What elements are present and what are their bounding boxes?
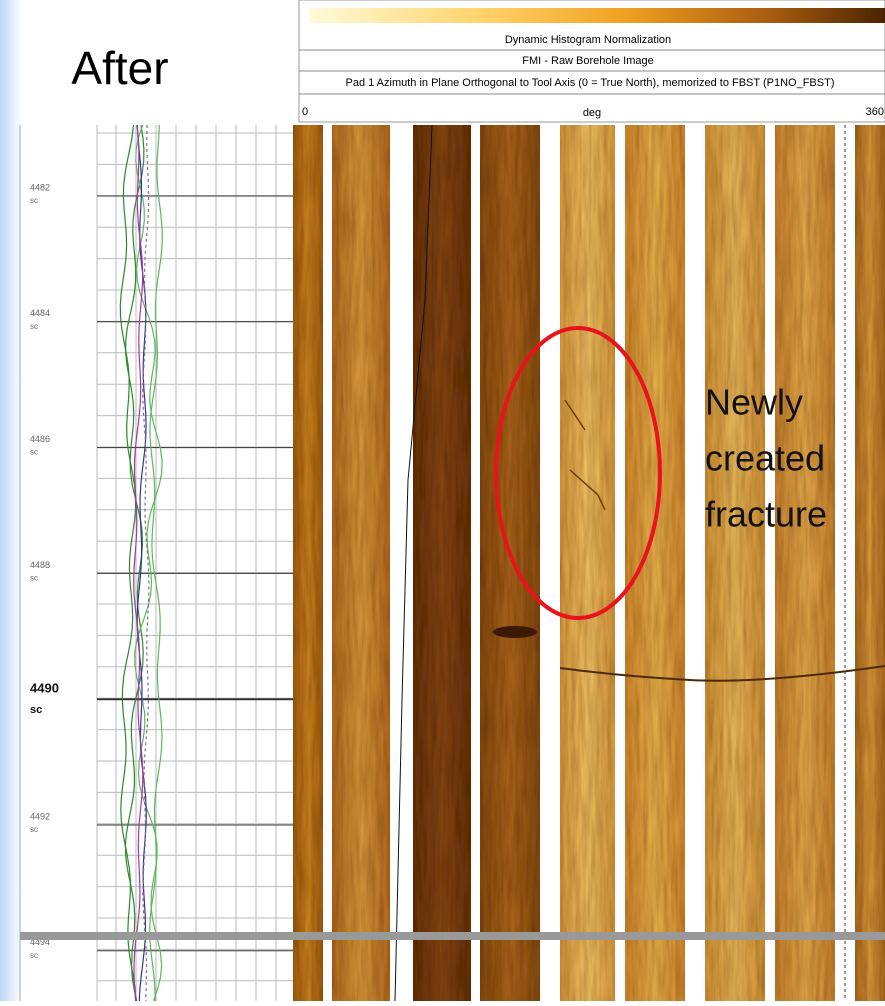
depth-label: 4488 bbox=[30, 560, 50, 570]
slide: After Dynamic Histogram Normalization FM… bbox=[0, 0, 885, 1001]
image-strip bbox=[332, 125, 390, 1001]
dark-spot bbox=[493, 626, 537, 638]
annotation: Newly bbox=[705, 382, 803, 423]
color-bar bbox=[310, 8, 885, 23]
image-strip bbox=[775, 125, 835, 1001]
depth-label: 4490 bbox=[30, 681, 59, 696]
image-strip bbox=[625, 125, 685, 1001]
side-band bbox=[0, 0, 22, 1001]
log-curve bbox=[120, 125, 136, 1001]
depth-label: 4482 bbox=[30, 182, 50, 192]
annotation: created bbox=[705, 438, 825, 479]
scale-unit: deg bbox=[583, 107, 601, 119]
image-strip bbox=[855, 125, 885, 1001]
image-strip bbox=[293, 125, 323, 1001]
depth-unit: sc bbox=[30, 574, 38, 583]
image-strip bbox=[413, 125, 471, 1001]
header-line: Pad 1 Azimuth in Plane Orthogonal to Too… bbox=[345, 77, 834, 89]
depth-label: 4486 bbox=[30, 434, 50, 444]
depth-label: 4484 bbox=[30, 308, 50, 318]
depth-unit: sc bbox=[30, 825, 38, 834]
header-line: Dynamic Histogram Normalization bbox=[505, 34, 671, 46]
depth-unit: sc bbox=[30, 951, 38, 960]
image-strip bbox=[705, 125, 765, 1001]
header-line: FMI - Raw Borehole Image bbox=[522, 55, 653, 67]
depth-unit: sc bbox=[30, 448, 38, 457]
depth-track: 4482sc4484sc4486sc4488sc4490sc4492sc4494… bbox=[20, 125, 295, 1001]
scale-min: 0 bbox=[302, 106, 308, 118]
image-track bbox=[293, 125, 885, 1001]
depth-unit: sc bbox=[30, 704, 42, 716]
log-curve bbox=[143, 125, 149, 1001]
depth-unit: sc bbox=[30, 322, 38, 331]
depth-label: 4492 bbox=[30, 811, 50, 821]
annotation: fracture bbox=[705, 494, 827, 535]
scale-max: 360 bbox=[866, 106, 884, 118]
slide-title: After bbox=[71, 42, 168, 94]
header: Dynamic Histogram Normalization FMI - Ra… bbox=[299, 0, 885, 122]
image-strip bbox=[560, 125, 615, 1001]
depth-unit: sc bbox=[30, 196, 38, 205]
image-strip bbox=[480, 125, 540, 1001]
